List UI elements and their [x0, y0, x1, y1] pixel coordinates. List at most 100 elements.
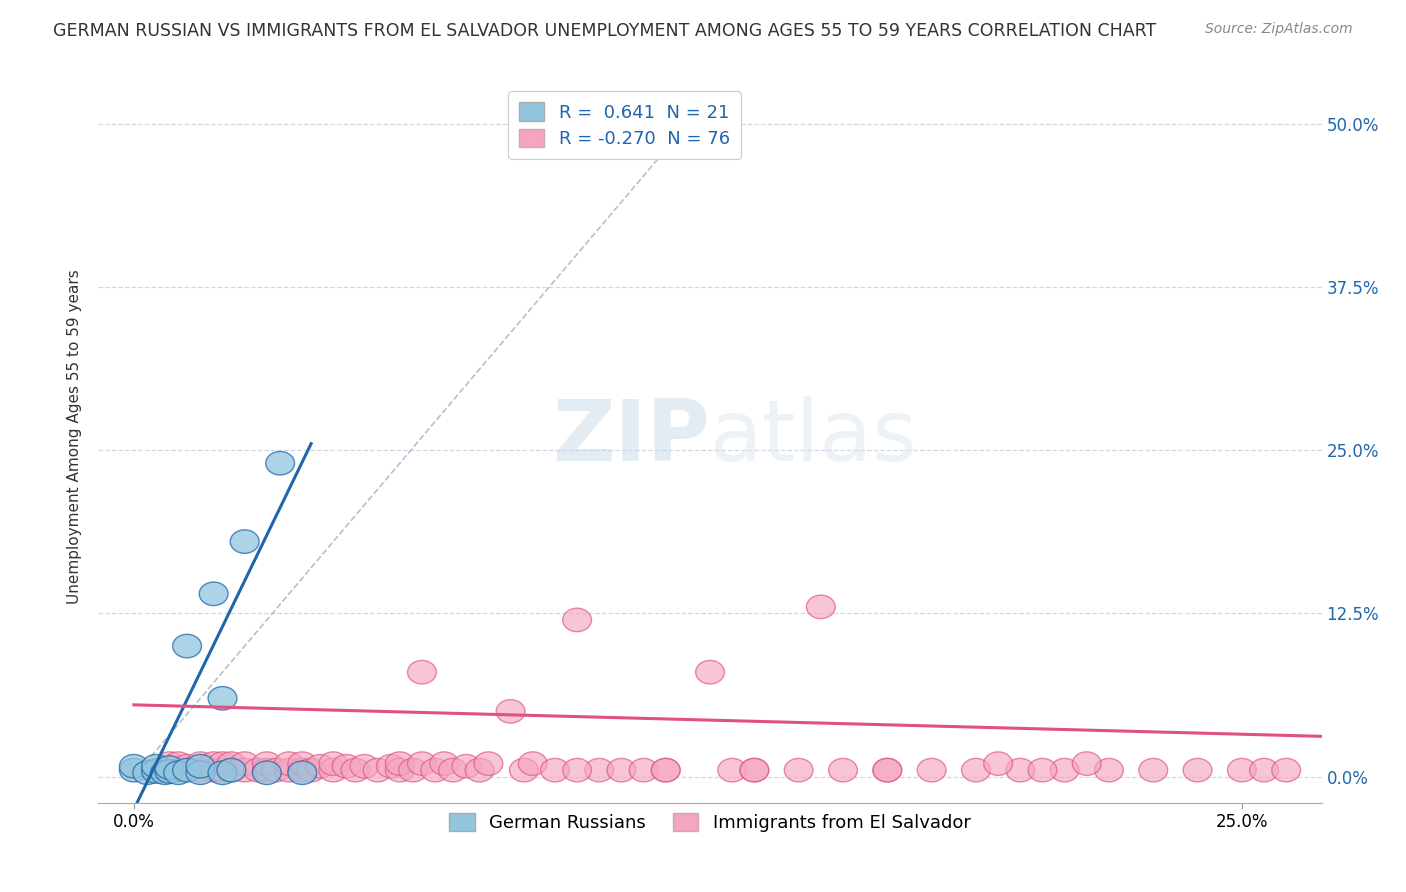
Ellipse shape [439, 758, 467, 782]
Ellipse shape [208, 758, 238, 782]
Ellipse shape [628, 758, 658, 782]
Ellipse shape [288, 752, 316, 775]
Ellipse shape [200, 582, 228, 606]
Ellipse shape [163, 761, 193, 785]
Ellipse shape [132, 761, 162, 785]
Ellipse shape [562, 608, 592, 632]
Ellipse shape [155, 760, 184, 783]
Ellipse shape [150, 761, 180, 785]
Ellipse shape [399, 758, 427, 782]
Ellipse shape [253, 752, 281, 775]
Ellipse shape [173, 755, 201, 778]
Ellipse shape [962, 758, 990, 782]
Ellipse shape [873, 758, 901, 782]
Ellipse shape [142, 755, 170, 778]
Ellipse shape [562, 758, 592, 782]
Y-axis label: Unemployment Among Ages 55 to 59 years: Unemployment Among Ages 55 to 59 years [67, 269, 83, 605]
Ellipse shape [1250, 758, 1278, 782]
Ellipse shape [155, 752, 184, 775]
Ellipse shape [120, 755, 148, 778]
Ellipse shape [155, 756, 184, 780]
Ellipse shape [231, 530, 259, 553]
Ellipse shape [288, 761, 316, 785]
Ellipse shape [408, 752, 436, 775]
Ellipse shape [651, 758, 681, 782]
Ellipse shape [509, 758, 538, 782]
Ellipse shape [200, 758, 228, 782]
Ellipse shape [420, 758, 450, 782]
Ellipse shape [342, 758, 370, 782]
Ellipse shape [430, 752, 458, 775]
Ellipse shape [319, 752, 347, 775]
Ellipse shape [217, 752, 246, 775]
Ellipse shape [186, 755, 215, 778]
Ellipse shape [1227, 758, 1257, 782]
Ellipse shape [231, 752, 259, 775]
Ellipse shape [186, 752, 215, 775]
Ellipse shape [297, 758, 326, 782]
Ellipse shape [208, 752, 238, 775]
Ellipse shape [274, 752, 304, 775]
Ellipse shape [142, 758, 170, 782]
Ellipse shape [474, 752, 503, 775]
Ellipse shape [120, 758, 148, 782]
Legend: German Russians, Immigrants from El Salvador: German Russians, Immigrants from El Salv… [440, 804, 980, 841]
Text: ZIP: ZIP [553, 395, 710, 479]
Ellipse shape [262, 758, 290, 782]
Ellipse shape [607, 758, 636, 782]
Ellipse shape [350, 755, 378, 778]
Ellipse shape [208, 687, 238, 710]
Ellipse shape [718, 758, 747, 782]
Ellipse shape [253, 761, 281, 785]
Ellipse shape [984, 752, 1012, 775]
Text: GERMAN RUSSIAN VS IMMIGRANTS FROM EL SALVADOR UNEMPLOYMENT AMONG AGES 55 TO 59 Y: GERMAN RUSSIAN VS IMMIGRANTS FROM EL SAL… [53, 22, 1157, 40]
Ellipse shape [519, 752, 547, 775]
Ellipse shape [807, 595, 835, 619]
Ellipse shape [465, 758, 494, 782]
Ellipse shape [651, 758, 681, 782]
Ellipse shape [385, 758, 415, 782]
Text: Source: ZipAtlas.com: Source: ZipAtlas.com [1205, 22, 1353, 37]
Ellipse shape [231, 758, 259, 782]
Ellipse shape [173, 758, 201, 782]
Ellipse shape [1139, 758, 1167, 782]
Ellipse shape [1073, 752, 1101, 775]
Ellipse shape [163, 752, 193, 775]
Ellipse shape [1028, 758, 1057, 782]
Ellipse shape [217, 758, 246, 782]
Ellipse shape [363, 758, 392, 782]
Ellipse shape [332, 755, 361, 778]
Ellipse shape [186, 758, 215, 782]
Ellipse shape [785, 758, 813, 782]
Ellipse shape [217, 758, 246, 782]
Ellipse shape [305, 755, 335, 778]
Ellipse shape [1005, 758, 1035, 782]
Ellipse shape [142, 760, 170, 783]
Ellipse shape [917, 758, 946, 782]
Ellipse shape [1094, 758, 1123, 782]
Ellipse shape [274, 758, 304, 782]
Ellipse shape [319, 758, 347, 782]
Ellipse shape [1182, 758, 1212, 782]
Ellipse shape [266, 451, 294, 475]
Ellipse shape [288, 758, 316, 782]
Ellipse shape [385, 752, 415, 775]
Text: atlas: atlas [710, 395, 918, 479]
Ellipse shape [186, 761, 215, 785]
Ellipse shape [740, 758, 769, 782]
Ellipse shape [873, 758, 901, 782]
Ellipse shape [1272, 758, 1301, 782]
Ellipse shape [408, 660, 436, 684]
Ellipse shape [208, 761, 238, 785]
Ellipse shape [173, 634, 201, 657]
Ellipse shape [451, 755, 481, 778]
Ellipse shape [377, 755, 405, 778]
Ellipse shape [163, 758, 193, 782]
Ellipse shape [243, 758, 273, 782]
Ellipse shape [585, 758, 613, 782]
Ellipse shape [828, 758, 858, 782]
Ellipse shape [696, 660, 724, 684]
Ellipse shape [740, 758, 769, 782]
Ellipse shape [253, 758, 281, 782]
Ellipse shape [496, 699, 524, 723]
